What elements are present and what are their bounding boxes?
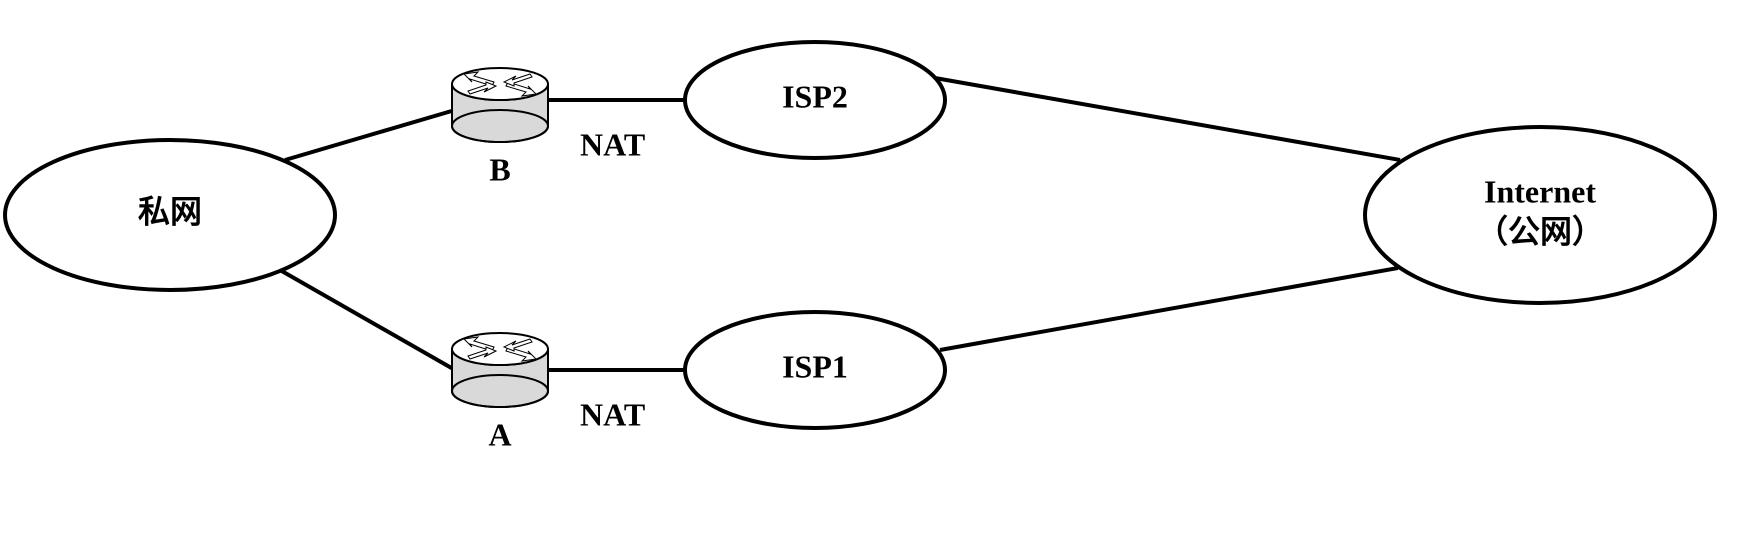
edge-label-routerB-isp2: NAT (580, 126, 645, 162)
edge-label-routerA-isp1: NAT (580, 396, 645, 432)
node-label-isp2: ISP2 (782, 78, 848, 114)
edge-isp2-internet (935, 78, 1400, 160)
node-label-internet-0: Internet (1484, 173, 1596, 209)
router-routerB (452, 68, 548, 142)
network-diagram: NAT NAT 私网 ISP2 ISP1 Internet （公网） B A (0, 0, 1751, 537)
router-label-routerA: A (488, 416, 511, 452)
node-label-internet-1: （公网） (1476, 213, 1604, 249)
edge-isp1-internet (940, 268, 1398, 350)
router-routerA (452, 333, 548, 407)
edge-private-routerA (280, 270, 455, 370)
node-label-private: 私网 (138, 193, 202, 229)
node-label-isp1: ISP1 (782, 348, 848, 384)
edge-private-routerB (285, 110, 455, 160)
router-label-routerB: B (489, 151, 510, 187)
